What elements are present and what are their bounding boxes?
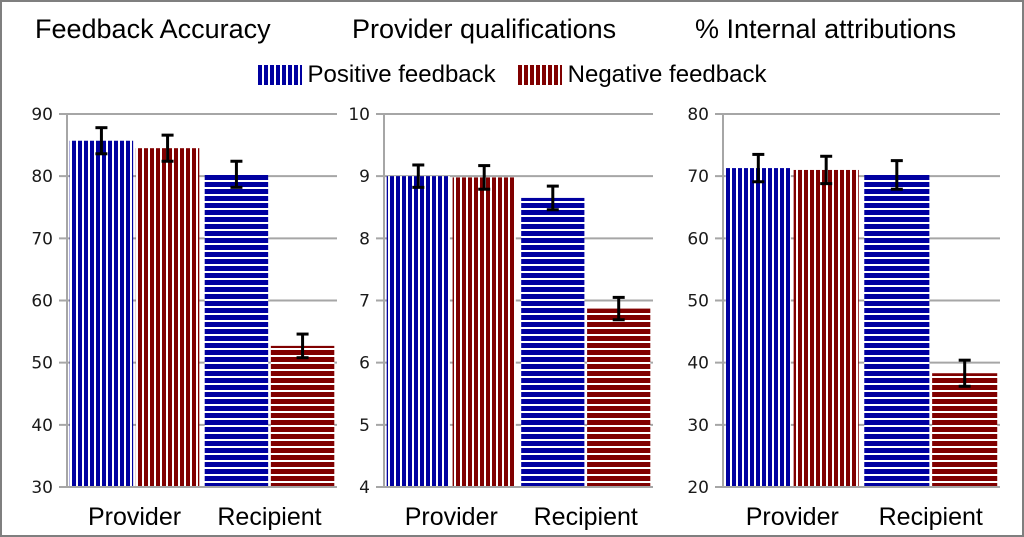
y-tick-label: 30 <box>31 478 53 498</box>
bar-provider-positive <box>69 140 134 487</box>
y-tick-label: 50 <box>31 354 53 374</box>
bar-provider-negative <box>793 169 859 487</box>
bar-recipient-negative <box>932 373 998 487</box>
y-tick-label: 6 <box>359 354 370 374</box>
y-tick-label: 40 <box>31 416 53 436</box>
y-tick-label: 7 <box>359 292 370 312</box>
x-tick-label-provider: Provider <box>88 503 181 531</box>
bar-provider-positive <box>725 168 791 487</box>
bar-recipient-positive <box>204 174 269 487</box>
chart-title-feedback-accuracy: Feedback Accuracy <box>35 14 271 44</box>
legend-label-negative: Negative feedback <box>567 61 767 88</box>
x-tick-label-provider: Provider <box>405 503 498 531</box>
chart-title-internal-attributions: % Internal attributions <box>695 14 957 44</box>
y-tick-label: 5 <box>359 416 370 436</box>
y-tick-label: 20 <box>687 478 709 498</box>
x-tick-label-provider: Provider <box>746 503 839 531</box>
y-tick-label: 70 <box>687 167 709 187</box>
bar-recipient-positive <box>864 174 930 487</box>
bar-recipient-negative <box>587 308 651 487</box>
legend-swatch-negative <box>517 65 562 85</box>
y-tick-label: 90 <box>31 105 53 125</box>
legend-label-positive: Positive feedback <box>307 61 496 88</box>
bar-provider-negative <box>135 148 200 488</box>
y-tick-label: 80 <box>31 167 53 187</box>
x-tick-label-recipient: Recipient <box>879 503 983 531</box>
legend-item-positive: Positive feedback <box>257 61 496 89</box>
bar-provider-positive <box>386 176 450 487</box>
legend-item-negative: Negative feedback <box>517 61 767 89</box>
y-tick-label: 40 <box>687 354 709 374</box>
y-tick-label: 10 <box>348 105 370 125</box>
x-tick-label-recipient: Recipient <box>217 503 321 531</box>
bar-recipient-positive <box>521 197 585 488</box>
y-tick-label: 60 <box>31 292 53 312</box>
bar-recipient-negative <box>270 345 335 487</box>
y-tick-label: 60 <box>687 229 709 249</box>
chart-title-provider-qualifications: Provider qualifications <box>352 14 617 44</box>
y-tick-label: 4 <box>359 478 370 498</box>
y-tick-label: 70 <box>31 229 53 249</box>
legend: Positive feedback Negative feedback <box>0 61 1024 89</box>
bar-provider-negative <box>452 177 516 487</box>
x-tick-label-recipient: Recipient <box>534 503 638 531</box>
y-tick-label: 30 <box>687 416 709 436</box>
y-tick-label: 80 <box>687 105 709 125</box>
y-tick-label: 8 <box>359 229 370 249</box>
y-tick-label: 50 <box>687 292 709 312</box>
y-tick-label: 9 <box>359 167 370 187</box>
legend-swatch-positive <box>257 65 302 85</box>
